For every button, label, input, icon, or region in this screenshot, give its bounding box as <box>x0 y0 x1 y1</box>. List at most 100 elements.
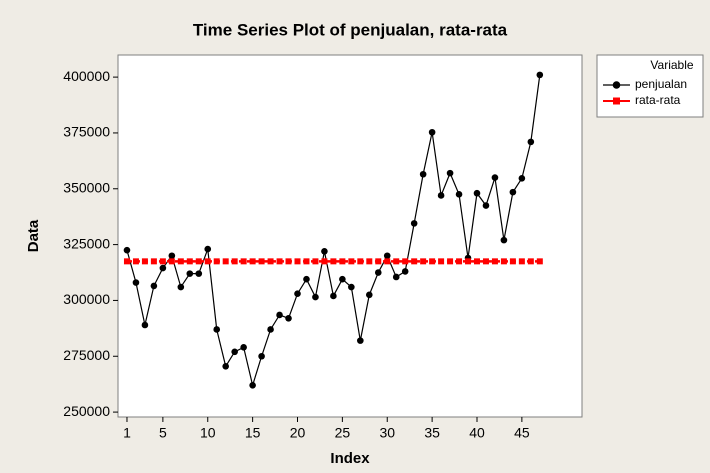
marker <box>411 258 418 265</box>
marker <box>447 258 454 265</box>
marker <box>375 258 382 265</box>
marker <box>437 192 445 199</box>
marker <box>509 188 517 196</box>
marker <box>195 270 203 277</box>
y-tick-label: 250000 <box>63 403 110 419</box>
y-tick-label: 350000 <box>63 179 110 195</box>
marker <box>348 258 355 265</box>
marker <box>330 258 337 265</box>
x-tick-label: 35 <box>424 425 440 441</box>
marker <box>410 220 418 227</box>
y-tick-label: 300000 <box>63 291 110 307</box>
marker <box>365 291 373 299</box>
marker <box>204 245 212 253</box>
marker <box>240 344 247 351</box>
marker <box>267 258 274 265</box>
marker <box>321 258 328 265</box>
marker <box>132 258 139 265</box>
chart-title: Time Series Plot of penjualan, rata-rata <box>193 20 508 39</box>
marker <box>177 258 184 265</box>
marker <box>249 258 256 265</box>
marker <box>357 258 364 265</box>
x-axis-label: Index <box>330 450 370 467</box>
marker <box>465 258 472 265</box>
marker <box>222 363 229 370</box>
marker <box>393 258 400 265</box>
marker <box>482 202 490 209</box>
legend-marker <box>612 81 621 89</box>
marker <box>195 258 202 265</box>
marker <box>168 252 176 260</box>
marker <box>500 236 508 244</box>
marker <box>473 258 480 265</box>
marker <box>222 258 229 265</box>
x-tick-label: 40 <box>469 425 485 441</box>
marker <box>186 270 194 277</box>
marker <box>401 268 409 275</box>
marker <box>518 258 525 265</box>
marker <box>438 258 445 265</box>
marker <box>267 326 274 333</box>
x-tick-label: 15 <box>245 425 261 441</box>
x-tick-label: 10 <box>200 425 216 441</box>
marker <box>159 264 167 272</box>
marker <box>276 311 283 319</box>
y-axis-label: Data <box>25 219 42 252</box>
marker <box>384 258 391 265</box>
x-tick-label: 45 <box>514 425 530 441</box>
marker <box>420 258 427 265</box>
marker <box>285 258 292 265</box>
y-tick-label: 375000 <box>63 124 110 140</box>
marker <box>473 189 481 197</box>
marker <box>321 247 328 255</box>
x-tick-label: 20 <box>290 425 306 441</box>
marker <box>339 258 346 265</box>
x-tick-label: 1 <box>123 425 131 441</box>
marker <box>123 246 131 254</box>
marker <box>446 169 454 177</box>
marker <box>339 275 346 283</box>
marker <box>383 252 391 260</box>
marker <box>249 381 256 389</box>
x-tick-label: 30 <box>379 425 395 441</box>
marker <box>213 326 221 333</box>
marker <box>419 170 427 178</box>
legend-label: penjualan <box>635 77 687 91</box>
marker <box>428 128 436 136</box>
marker <box>527 258 534 265</box>
marker <box>141 258 148 265</box>
marker <box>294 290 301 298</box>
marker <box>231 258 238 265</box>
plot-area <box>117 54 583 418</box>
x-tick-label: 5 <box>159 425 167 441</box>
x-tick-label: 25 <box>335 425 351 441</box>
marker <box>159 258 166 265</box>
y-tick-label: 400000 <box>63 68 110 84</box>
marker <box>285 314 292 322</box>
marker <box>177 283 185 291</box>
marker <box>303 275 310 283</box>
marker <box>150 282 158 290</box>
marker <box>294 258 301 265</box>
marker <box>240 258 247 265</box>
marker <box>330 292 337 300</box>
marker <box>276 258 283 265</box>
marker <box>258 258 265 265</box>
marker <box>312 258 319 265</box>
marker <box>132 279 140 286</box>
marker <box>491 174 499 181</box>
marker <box>150 258 157 265</box>
y-tick-label: 275000 <box>63 347 110 363</box>
marker <box>141 321 149 329</box>
marker <box>518 174 526 182</box>
marker <box>491 258 498 265</box>
marker <box>204 258 211 265</box>
marker <box>168 258 175 265</box>
marker <box>213 258 220 265</box>
marker <box>429 258 436 265</box>
marker <box>374 269 382 276</box>
marker <box>482 258 489 265</box>
marker <box>231 348 238 356</box>
marker <box>258 352 265 360</box>
marker <box>357 337 364 344</box>
